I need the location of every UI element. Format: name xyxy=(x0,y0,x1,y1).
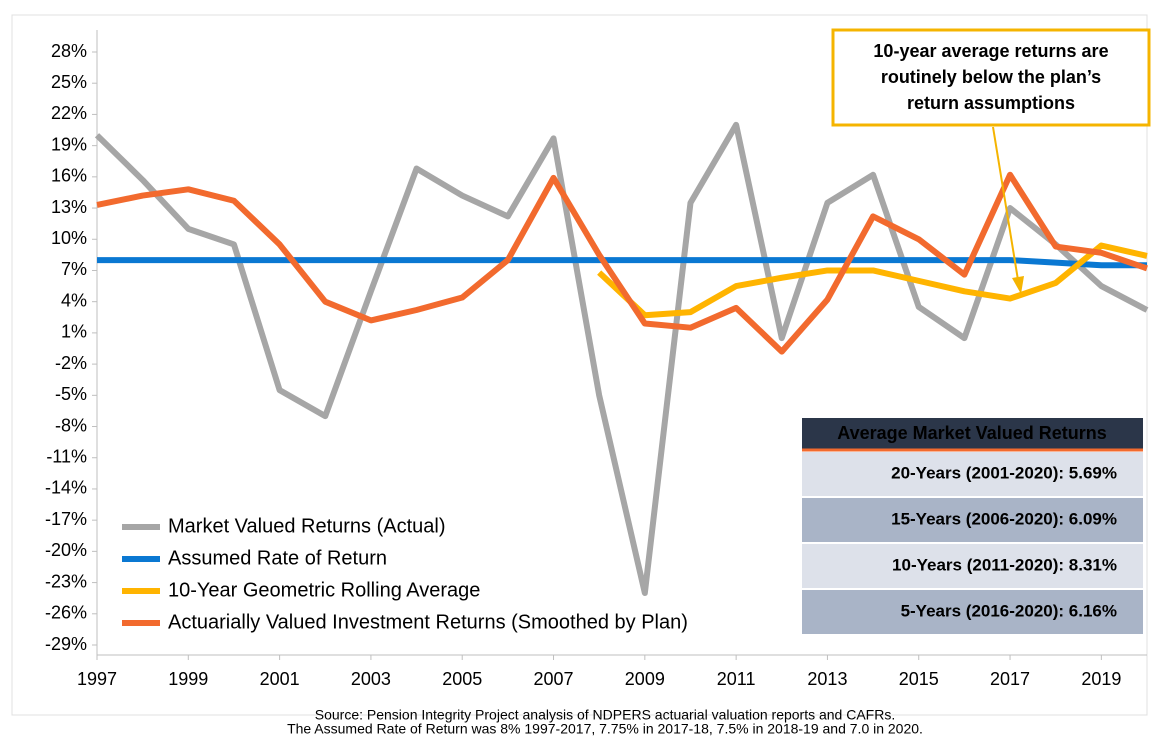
x-tick-label: 2013 xyxy=(807,669,847,689)
series-line xyxy=(94,121,1149,596)
y-tick-label: -8% xyxy=(55,415,87,435)
annotation-arrow xyxy=(992,126,1019,281)
table-title: Average Market Valued Returns xyxy=(837,423,1106,443)
legend-label: Assumed Rate of Return xyxy=(168,547,387,569)
annotation-box xyxy=(831,28,1151,127)
y-tick-label: 13% xyxy=(51,197,87,217)
x-tick-label: 2007 xyxy=(533,669,573,689)
source-note: The Assumed Rate of Return was 8% 1997-2… xyxy=(287,721,923,737)
table-row xyxy=(802,452,1143,496)
table-header xyxy=(802,418,1143,450)
y-tick-label: 28% xyxy=(51,41,87,61)
y-tick-label: -17% xyxy=(45,509,87,529)
annotation-text: return assumptions xyxy=(907,93,1075,113)
annotation-text: 10-year average returns are xyxy=(873,41,1108,61)
x-tick-label: 2001 xyxy=(260,669,300,689)
y-tick-label: 4% xyxy=(61,290,87,310)
y-tick-label: -2% xyxy=(55,353,87,373)
legend-label: Market Valued Returns (Actual) xyxy=(168,515,446,537)
legend-label: 10-Year Geometric Rolling Average xyxy=(168,579,480,601)
x-tick-label: 2009 xyxy=(625,669,665,689)
table-row xyxy=(802,498,1143,542)
table-cell: 10-Years (2011-2020): 8.31% xyxy=(892,555,1117,574)
y-tick-label: -29% xyxy=(45,634,87,654)
chart-frame xyxy=(11,14,1148,716)
y-tick-label: 1% xyxy=(61,322,87,342)
x-tick-label: 1999 xyxy=(168,669,208,689)
legend-label: Actuarially Valued Investment Returns (S… xyxy=(168,611,688,633)
y-tick-label: 16% xyxy=(51,166,87,186)
x-tick-label: 2019 xyxy=(1081,669,1121,689)
x-tick-label: 2003 xyxy=(351,669,391,689)
table-cell: 5-Years (2016-2020): 6.16% xyxy=(901,601,1117,620)
y-tick-label: 19% xyxy=(51,134,87,154)
y-tick-label: -23% xyxy=(45,571,87,591)
annotation-text: routinely below the plan’s xyxy=(881,67,1101,87)
x-tick-label: 2017 xyxy=(990,669,1030,689)
series-line xyxy=(597,242,1148,319)
x-tick-label: 2005 xyxy=(442,669,482,689)
y-tick-label: 7% xyxy=(61,259,87,279)
table-row xyxy=(802,544,1143,588)
y-tick-label: -20% xyxy=(45,540,87,560)
source-note: Source: Pension Integrity Project analys… xyxy=(315,707,896,723)
x-tick-label: 1997 xyxy=(77,669,117,689)
x-tick-label: 2015 xyxy=(899,669,939,689)
table-row xyxy=(802,590,1143,634)
series-line xyxy=(96,171,1148,355)
y-tick-label: 25% xyxy=(51,72,87,92)
y-tick-label: -26% xyxy=(45,603,87,623)
x-tick-label: 2011 xyxy=(717,669,756,689)
annotation-arrowhead xyxy=(1012,276,1024,294)
y-tick-label: 10% xyxy=(51,228,87,248)
table-cell: 15-Years (2006-2020): 6.09% xyxy=(891,509,1117,528)
y-tick-label: -11% xyxy=(46,446,87,466)
y-tick-label: -5% xyxy=(55,384,87,404)
table-cell: 20-Years (2001-2020): 5.69% xyxy=(891,463,1117,482)
y-tick-label: -14% xyxy=(45,478,87,498)
y-tick-label: 22% xyxy=(51,103,87,123)
